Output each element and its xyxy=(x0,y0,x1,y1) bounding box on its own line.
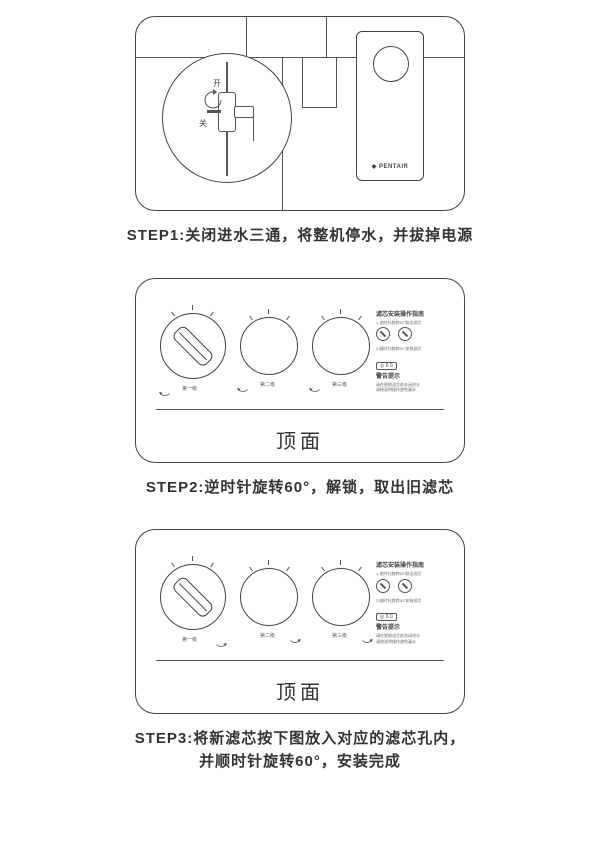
step-3: 第一级 第二级 第三级 滤芯安装操作指南 1.逆时针旋转60°取出滤芯 2.顺 xyxy=(135,529,466,773)
mini-dial-icon xyxy=(376,327,390,341)
mini-dial-icon xyxy=(398,579,412,593)
filter-dial-2 xyxy=(240,317,298,375)
filter-dial-3 xyxy=(312,568,370,626)
filter-dial-2 xyxy=(240,568,298,626)
rotate-arrow-icon xyxy=(306,379,324,397)
filter-dial-3 xyxy=(312,317,370,375)
filter-handle xyxy=(171,575,214,618)
rotate-arrow-icon xyxy=(234,379,252,397)
rotate-arrow-icon xyxy=(156,383,174,401)
warning-panel: 警告提示 请在更换滤芯前关闭进水 请按说明操作避免漏水 xyxy=(376,371,448,393)
dial-label-3: 第三级 xyxy=(332,381,347,388)
step3-caption-line2: 并顺时针旋转60°，安装完成 xyxy=(199,751,401,774)
mini-dial-icon xyxy=(398,327,412,341)
rotate-arrow-icon xyxy=(201,88,225,112)
mini-dial-icon xyxy=(376,579,390,593)
step3-illustration: 第一级 第二级 第三级 滤芯安装操作指南 1.逆时针旋转60°取出滤芯 2.顺 xyxy=(135,529,465,714)
warning-panel: 警告提示 请在更换滤芯前关闭进水 请按说明操作避免漏水 xyxy=(376,622,448,644)
dial-label-2: 第二级 xyxy=(260,381,275,388)
filter-dial-1 xyxy=(160,564,226,630)
dial-label-3: 第三级 xyxy=(332,632,347,639)
rotate-arrow-icon xyxy=(358,630,376,648)
step1-caption: STEP1:关闭进水三通，将整机停水，并拔掉电源 xyxy=(127,225,474,248)
dial-label-1: 第一级 xyxy=(182,385,197,392)
filter-handle xyxy=(171,324,214,367)
rotate-arrow-icon xyxy=(286,630,304,648)
spec-badge: ◎ 6 0 xyxy=(376,362,397,370)
water-purifier-device: ◆ PENTAIR xyxy=(356,31,424,181)
step2-caption: STEP2:逆时针旋转60°，解锁，取出旧滤芯 xyxy=(146,477,454,500)
instruction-panel: 滤芯安装操作指南 1.逆时针旋转60°取出滤芯 2.顺时针旋转60°安装滤芯 ◎… xyxy=(376,560,448,623)
valve-magnifier: 开 关 xyxy=(162,53,292,183)
face-label: 顶面 xyxy=(136,676,464,705)
face-label: 顶面 xyxy=(136,425,464,454)
step3-caption-line1: STEP3:将新滤芯按下图放入对应的滤芯孔内， xyxy=(135,728,466,751)
rotate-arrow-icon xyxy=(212,634,230,652)
device-brand: ◆ PENTAIR xyxy=(357,163,423,170)
step1-illustration: ◆ PENTAIR 开 关 xyxy=(135,16,465,211)
dial-label-1: 第一级 xyxy=(182,636,197,643)
device-dial xyxy=(373,46,409,82)
step2-illustration: 第一级 第二级 第三级 滤芯安装操作指南 1.逆时针旋转60°取出滤芯 xyxy=(135,278,465,463)
step-1: ◆ PENTAIR 开 关 STEP1:关闭进水三通，将整机停水，并拔掉电源 xyxy=(127,16,474,248)
dial-label-2: 第二级 xyxy=(260,632,275,639)
instruction-panel: 滤芯安装操作指南 1.逆时针旋转60°取出滤芯 2.顺时针旋转60°安装滤芯 ◎… xyxy=(376,309,448,372)
valve-close-label: 关 xyxy=(199,118,207,129)
filter-dial-1 xyxy=(160,313,226,379)
spec-badge: ◎ 6 0 xyxy=(376,613,397,621)
step-2: 第一级 第二级 第三级 滤芯安装操作指南 1.逆时针旋转60°取出滤芯 xyxy=(135,278,465,500)
